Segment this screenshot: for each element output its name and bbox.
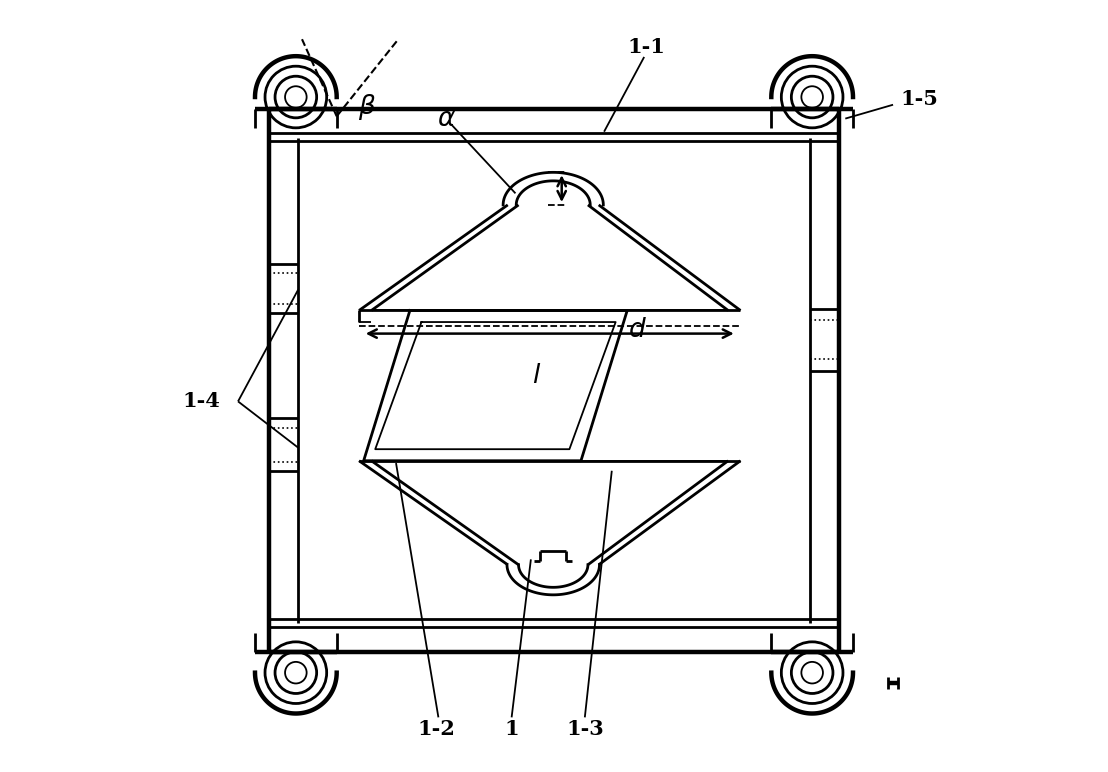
Text: 1-4: 1-4 — [182, 391, 220, 411]
Text: $d$: $d$ — [628, 317, 647, 343]
Text: $\alpha$: $\alpha$ — [437, 107, 455, 132]
Text: 1: 1 — [504, 719, 519, 739]
Text: 1-3: 1-3 — [566, 719, 604, 739]
Text: $l$: $l$ — [533, 363, 542, 389]
Text: $\beta$: $\beta$ — [359, 92, 377, 122]
Text: 1-2: 1-2 — [418, 719, 455, 739]
Text: 1-1: 1-1 — [627, 37, 666, 57]
Text: 1-5: 1-5 — [901, 90, 938, 110]
